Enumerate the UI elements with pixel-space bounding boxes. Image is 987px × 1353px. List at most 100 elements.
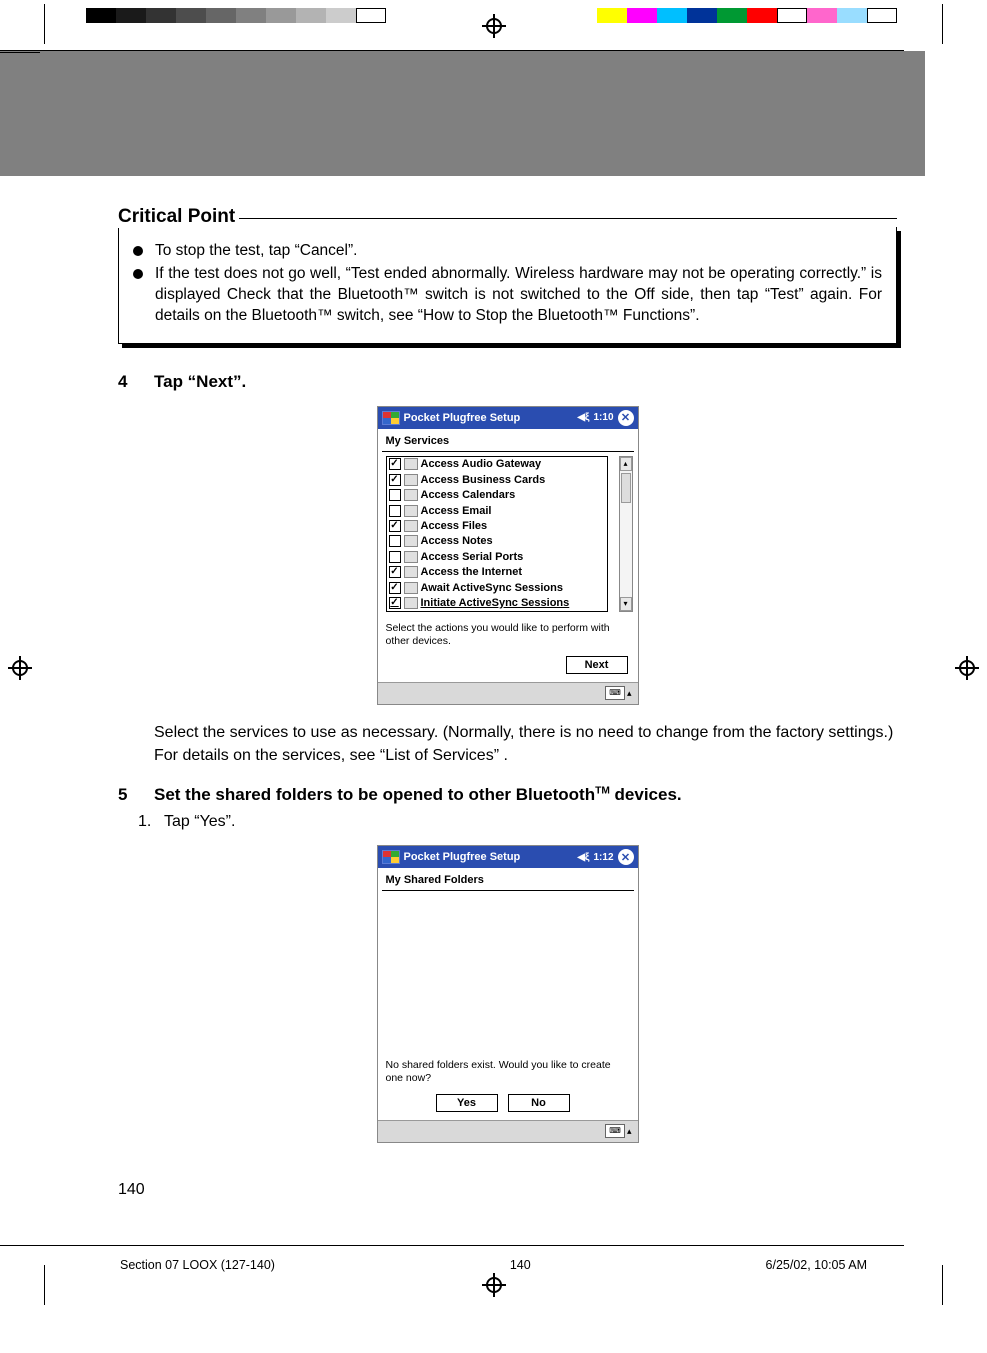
header-band bbox=[0, 51, 925, 176]
service-label: Access Serial Ports bbox=[421, 551, 524, 563]
service-row[interactable]: ✓ Initiate ActiveSync Sessions bbox=[387, 595, 607, 610]
footer-page: 140 bbox=[510, 1258, 531, 1272]
step-5: 5Set the shared folders to be opened to … bbox=[118, 785, 897, 1142]
service-label: Access Notes bbox=[421, 535, 493, 547]
service-row[interactable]: Access Email bbox=[387, 503, 607, 518]
checkbox[interactable]: ✓ bbox=[389, 458, 401, 470]
checkbox[interactable]: ✓ bbox=[389, 566, 401, 578]
swatch bbox=[627, 8, 657, 23]
scrollbar[interactable]: ▴ ▾ bbox=[619, 456, 633, 612]
swatch bbox=[597, 8, 627, 23]
service-icon bbox=[404, 551, 418, 563]
start-icon[interactable] bbox=[382, 850, 400, 864]
service-label: Initiate ActiveSync Sessions bbox=[421, 597, 570, 609]
clock: 1:10 bbox=[593, 412, 613, 423]
swatch bbox=[747, 8, 777, 23]
service-label: Access Business Cards bbox=[421, 474, 546, 486]
trademark-icon: TM bbox=[595, 786, 610, 797]
sip-menu-icon[interactable]: ▴ bbox=[627, 688, 632, 699]
service-icon bbox=[404, 597, 418, 609]
service-label: Access Email bbox=[421, 505, 492, 517]
registration-mark-icon bbox=[8, 656, 32, 680]
service-label: Access the Internet bbox=[421, 566, 522, 578]
keyboard-icon[interactable]: ⌨ bbox=[605, 686, 625, 700]
service-icon bbox=[404, 505, 418, 517]
services-listbox: ✓ Access Audio Gateway ✓ Access Business Ca… bbox=[378, 456, 638, 616]
critical-point-item: To stop the test, tap “Cancel”. bbox=[133, 241, 882, 262]
step-heading: 5Set the shared folders to be opened to … bbox=[118, 785, 897, 805]
checkbox[interactable]: ✓ bbox=[389, 597, 401, 609]
swatch bbox=[687, 8, 717, 23]
shared-folders-list bbox=[378, 895, 638, 1053]
footer-timestamp: 6/25/02, 10:05 AM bbox=[766, 1258, 867, 1272]
service-label: Await ActiveSync Sessions bbox=[421, 582, 563, 594]
service-row[interactable]: Access Serial Ports bbox=[387, 549, 607, 564]
close-icon[interactable]: ✕ bbox=[618, 410, 634, 426]
service-row[interactable]: Access Calendars bbox=[387, 487, 607, 502]
service-icon bbox=[404, 520, 418, 532]
step-title: Set the shared folders to be opened to o… bbox=[154, 785, 682, 804]
critical-point-item: If the test does not go well, “Test ende… bbox=[133, 264, 882, 327]
crop-mark bbox=[942, 1265, 943, 1305]
checkbox[interactable] bbox=[389, 505, 401, 517]
checkbox[interactable]: ✓ bbox=[389, 520, 401, 532]
window-titlebar: Pocket Plugfree Setup ◀ξ 1:10 ✕ bbox=[378, 407, 638, 429]
close-icon[interactable]: ✕ bbox=[618, 849, 634, 865]
scroll-up-icon[interactable]: ▴ bbox=[620, 457, 632, 471]
page-content: Critical Point To stop the test, tap “Ca… bbox=[0, 176, 987, 1143]
volume-icon[interactable]: ◀ξ bbox=[577, 852, 589, 863]
service-row[interactable]: Access Notes bbox=[387, 534, 607, 549]
step-number: 4 bbox=[118, 372, 154, 392]
checkbox[interactable] bbox=[389, 551, 401, 563]
swatch bbox=[717, 8, 747, 23]
step-note: Select the services to use as necessary.… bbox=[118, 721, 897, 767]
critical-point-title: Critical Point bbox=[118, 206, 239, 228]
crop-mark bbox=[942, 4, 943, 44]
window-titlebar: Pocket Plugfree Setup ◀ξ 1:12 ✕ bbox=[378, 846, 638, 868]
sip-bar: ⌨ ▴ bbox=[378, 1120, 638, 1142]
start-icon[interactable] bbox=[382, 411, 400, 425]
page-number: 140 bbox=[0, 1181, 987, 1199]
checkbox[interactable]: ✓ bbox=[389, 474, 401, 486]
print-registration-bar bbox=[0, 8, 987, 44]
service-row[interactable]: ✓ Access the Internet bbox=[387, 564, 607, 579]
clock: 1:12 bbox=[593, 852, 613, 863]
service-label: Access Audio Gateway bbox=[421, 458, 542, 470]
service-icon bbox=[404, 489, 418, 501]
registration-mark-icon bbox=[482, 1273, 506, 1297]
service-label: Access Files bbox=[421, 520, 488, 532]
help-text: No shared folders exist. Would you like … bbox=[378, 1053, 638, 1089]
swatch bbox=[777, 8, 807, 23]
scroll-down-icon[interactable]: ▾ bbox=[620, 597, 632, 611]
checkbox[interactable]: ✓ bbox=[389, 582, 401, 594]
checkbox[interactable] bbox=[389, 535, 401, 547]
volume-icon[interactable]: ◀ξ bbox=[577, 412, 589, 423]
service-label: Access Calendars bbox=[421, 489, 516, 501]
grey-swatches bbox=[86, 8, 386, 23]
sip-bar: ⌨ ▴ bbox=[378, 682, 638, 704]
scroll-thumb[interactable] bbox=[621, 473, 631, 503]
service-row[interactable]: ✓ Access Files bbox=[387, 518, 607, 533]
service-row[interactable]: ✓ Access Business Cards bbox=[387, 472, 607, 487]
divider bbox=[382, 890, 634, 891]
help-text: Select the actions you would like to per… bbox=[378, 616, 638, 652]
service-row[interactable]: ✓ Access Audio Gateway bbox=[387, 457, 607, 472]
swatch bbox=[116, 8, 146, 23]
swatch bbox=[206, 8, 236, 23]
sip-menu-icon[interactable]: ▴ bbox=[627, 1126, 632, 1137]
panel-title: My Services bbox=[378, 429, 638, 451]
no-button[interactable]: No bbox=[508, 1094, 570, 1112]
yes-button[interactable]: Yes bbox=[436, 1094, 498, 1112]
swatch bbox=[266, 8, 296, 23]
swatch bbox=[236, 8, 266, 23]
swatch bbox=[867, 8, 897, 23]
footer-section: Section 07 LOOX (127-140) bbox=[120, 1258, 275, 1272]
service-row[interactable]: ✓ Await ActiveSync Sessions bbox=[387, 580, 607, 595]
next-button[interactable]: Next bbox=[566, 656, 628, 674]
color-swatches bbox=[597, 8, 897, 23]
page: Critical Point To stop the test, tap “Ca… bbox=[0, 8, 987, 1305]
critical-point-box: Critical Point To stop the test, tap “Ca… bbox=[118, 206, 897, 344]
checkbox[interactable] bbox=[389, 489, 401, 501]
keyboard-icon[interactable]: ⌨ bbox=[605, 1124, 625, 1138]
swatch bbox=[176, 8, 206, 23]
